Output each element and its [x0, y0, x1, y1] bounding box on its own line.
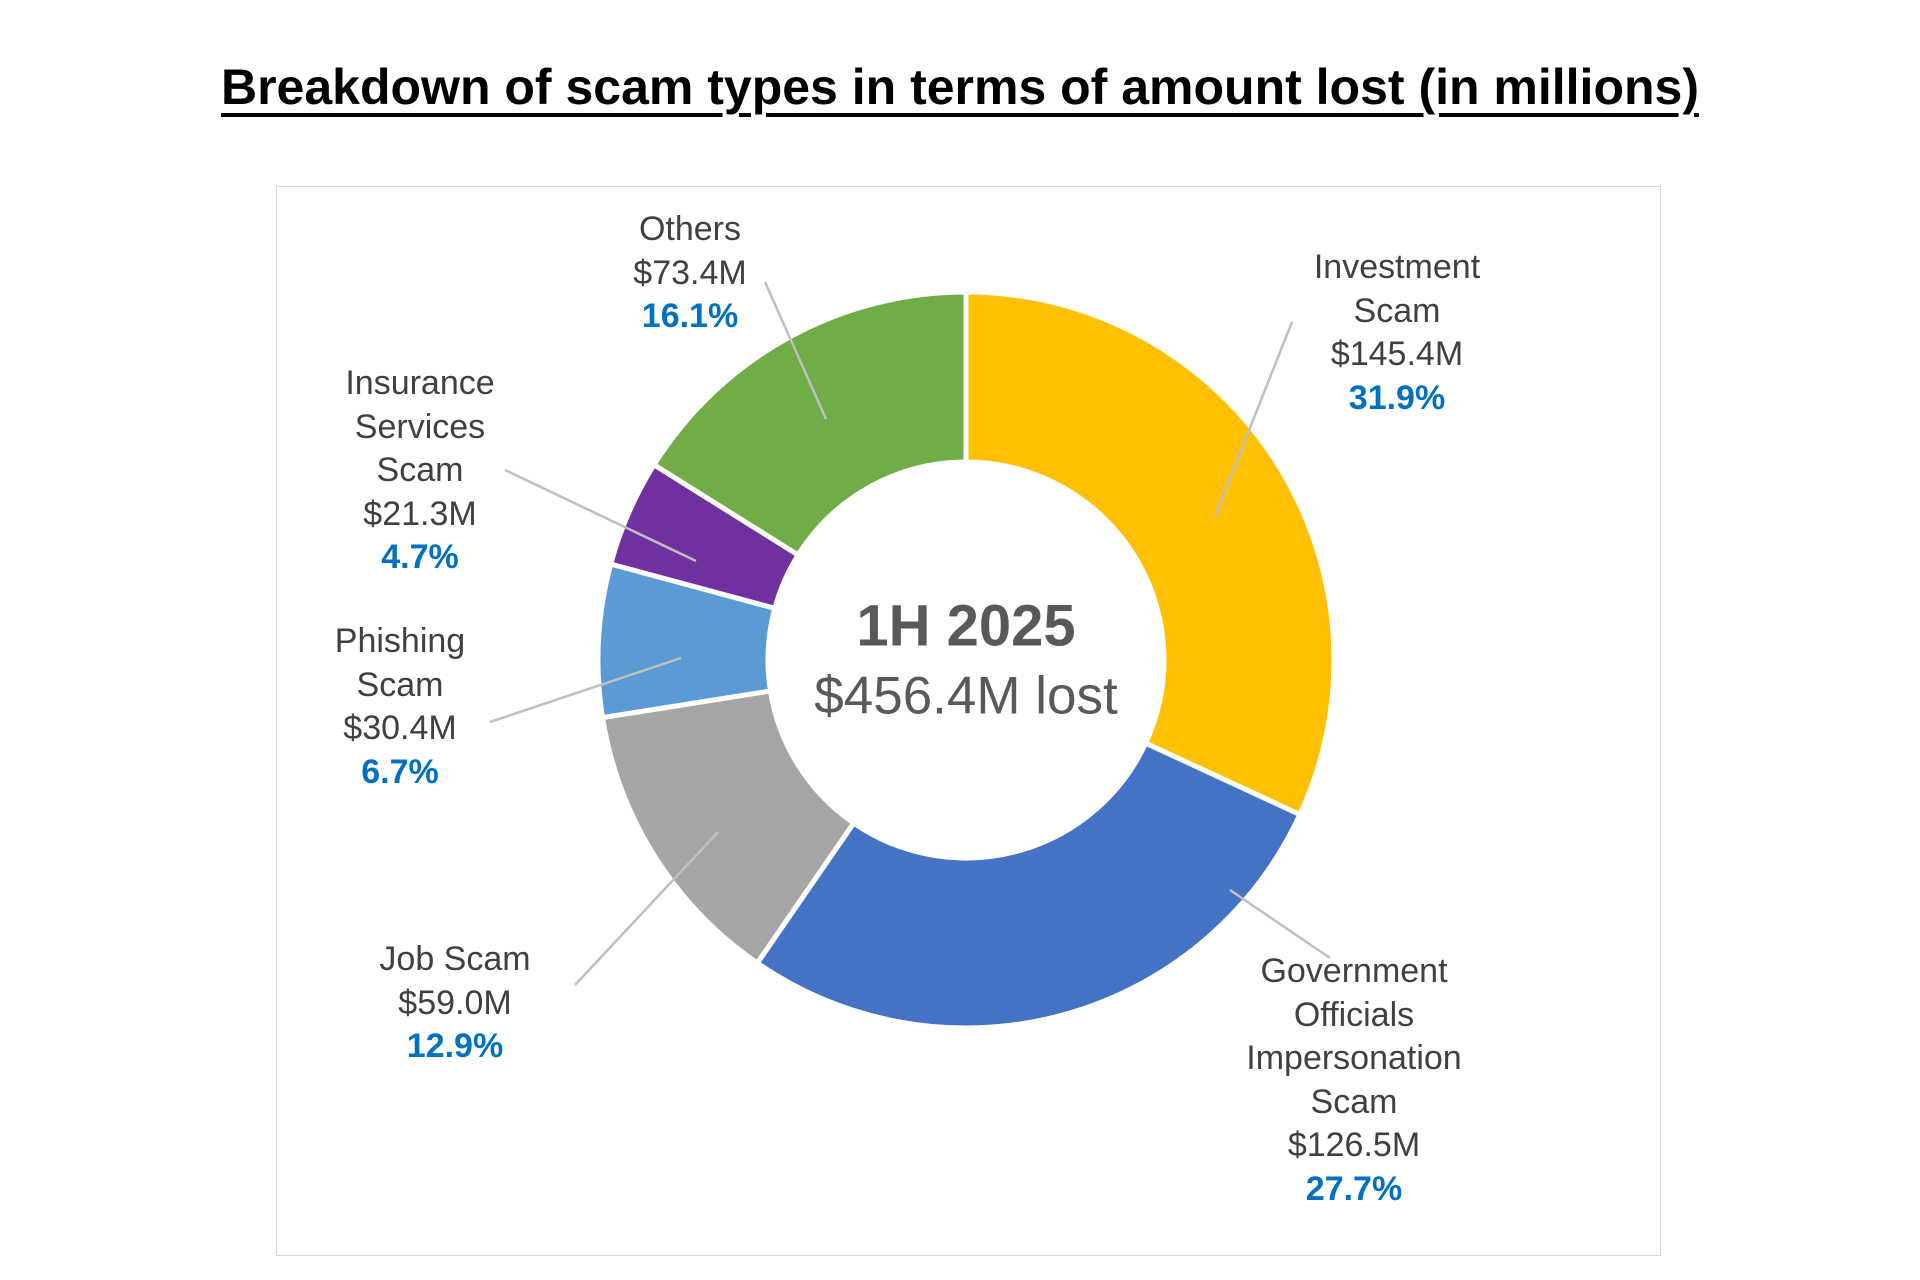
label-government-name: Government Officials Impersonation Scam — [1246, 952, 1462, 1121]
label-others-amount: $73.4M — [633, 253, 747, 292]
label-job-name: Job Scam — [379, 940, 531, 978]
label-job-scam: Job Scam $59.0M 12.9% — [379, 938, 530, 1069]
label-insurance-name: Insurance Services Scam — [345, 364, 495, 490]
label-government-pct: 27.7% — [1305, 1169, 1403, 1208]
slice-others — [651, 289, 969, 558]
label-insurance-amount: $21.3M — [363, 494, 477, 533]
leader-line-job — [574, 831, 719, 986]
center-total-text: $456.4M lost — [814, 666, 1118, 726]
leader-line-phishing — [489, 656, 682, 724]
label-others: Others $73.4M 16.1% — [633, 208, 746, 339]
donut-slices — [595, 289, 1337, 1031]
chart-title: Breakdown of scam types in terms of amou… — [220, 59, 1699, 115]
label-phishing-amount: $30.4M — [343, 709, 457, 748]
leader-line-insurance — [504, 468, 697, 563]
label-investment-name: Investment Scam — [1313, 248, 1481, 330]
label-job-pct: 12.9% — [406, 1027, 504, 1066]
label-others-pct: 16.1% — [641, 297, 739, 336]
leader-line-government — [1229, 888, 1331, 960]
label-investment-scam: Investment Scam $145.4M 31.9% — [1314, 246, 1480, 420]
label-others-name: Others — [638, 210, 742, 248]
slice-government-officials-impersonation-scam — [754, 740, 1303, 1031]
label-insurance-services-scam: Insurance Services Scam $21.3M 4.7% — [345, 362, 494, 580]
label-phishing-pct: 6.7% — [361, 752, 439, 791]
slice-investment-scam — [963, 289, 1337, 818]
center-period-text: 1H 2025 — [856, 593, 1076, 659]
leader-line-others — [763, 281, 828, 420]
donut-center-label: 1H 2025 $456.4M lost — [776, 591, 1156, 730]
label-government-amount: $126.5M — [1287, 1126, 1421, 1165]
label-phishing-scam: Phishing Scam $30.4M 6.7% — [335, 620, 465, 794]
label-investment-pct: 31.9% — [1348, 378, 1446, 417]
label-investment-amount: $145.4M — [1330, 335, 1464, 374]
label-insurance-pct: 4.7% — [381, 538, 459, 577]
label-phishing-name: Phishing Scam — [334, 622, 466, 704]
leader-line-investment — [1213, 321, 1294, 517]
slice-job-scam — [600, 688, 857, 966]
label-government-officials-impersonation-scam: Government Officials Impersonation Scam … — [1246, 950, 1461, 1211]
label-job-amount: $59.0M — [398, 983, 512, 1022]
